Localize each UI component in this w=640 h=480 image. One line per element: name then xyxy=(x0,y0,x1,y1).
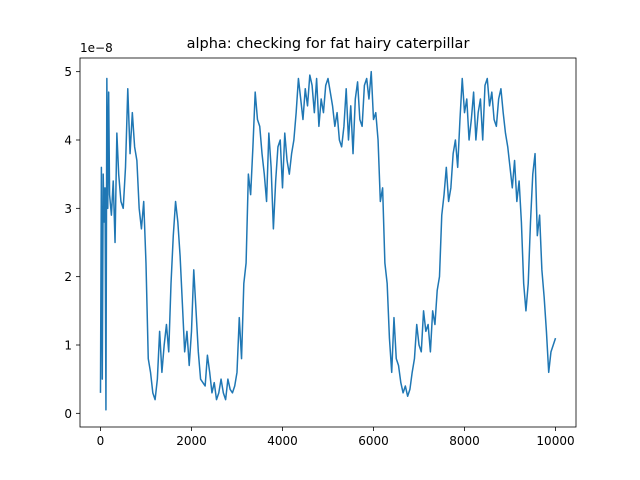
x-tick-label: 2000 xyxy=(176,434,207,448)
axes: 0 2000 4000 6000 8000 10000 0 1 2 3 4 5 xyxy=(64,57,577,448)
x-tick-label: 0 xyxy=(97,434,105,448)
chart-title: alpha: checking for fat hairy caterpilla… xyxy=(187,36,470,52)
y-tick-label: 5 xyxy=(64,65,72,79)
x-tick-label: 8000 xyxy=(449,434,480,448)
x-tick-label: 4000 xyxy=(267,434,298,448)
y-tick-label: 2 xyxy=(64,270,72,284)
x-tick-label: 10000 xyxy=(536,434,574,448)
plot-area xyxy=(99,70,557,411)
x-tick-label: 6000 xyxy=(358,434,389,448)
y-tick-label: 0 xyxy=(64,407,72,421)
y-tick-label: 3 xyxy=(64,202,72,216)
y-tick-label: 1 xyxy=(64,339,72,353)
axes-frame xyxy=(79,57,577,428)
y-tick-label: 4 xyxy=(64,134,72,148)
y-axis-offset-label: 1e−8 xyxy=(80,41,113,55)
series-line-1 xyxy=(99,70,557,411)
